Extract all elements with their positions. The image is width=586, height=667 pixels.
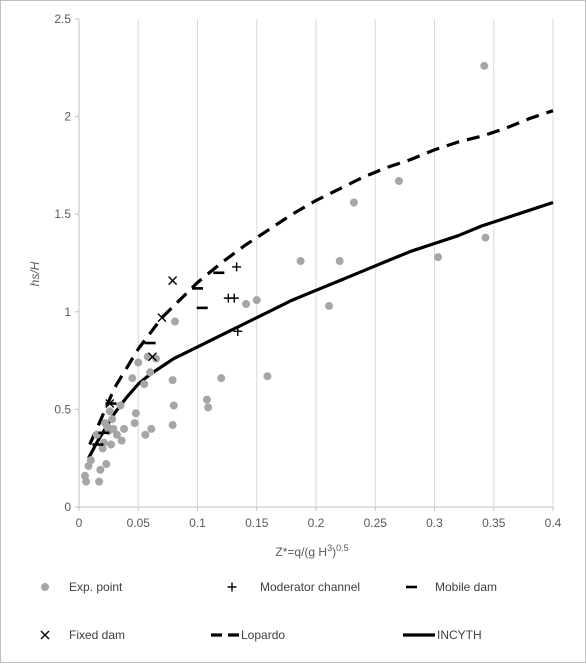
exp-point-marker [117,436,126,445]
legend-label: Moderator channel [260,580,360,594]
y-tick-label: 1 [64,305,71,319]
y-tick-label: 1.5 [54,207,71,221]
exp-point-marker [325,301,334,310]
legend-item-incyth: INCYTH [403,628,482,642]
exp-point-marker [252,296,261,305]
lopardo-curve [88,109,554,446]
exp-point-marker [140,380,149,389]
exp-point-marker [394,177,403,186]
exp-point-marker [105,407,114,416]
legend-item-fixed-dam: Fixed dam [40,628,125,642]
exp-point-marker [147,424,156,433]
exp-point-marker [296,257,305,266]
legend-item-lopardo: Lopardo [211,628,285,642]
moderator-channel-marker [232,262,242,272]
exp-point-marker [102,460,111,469]
exp-point-marker [169,401,178,410]
exp-point-marker [152,354,161,363]
exp-point-marker [131,409,140,418]
y-tick-label: 0.5 [54,402,71,416]
x-axis-title-tail: ) [332,545,336,559]
exp-point-marker [481,233,490,242]
exp-point-marker [434,253,443,262]
x-tick-label: 0.35 [482,516,506,530]
x-tick-label: 0.4 [545,516,562,530]
exp-point-marker [170,317,179,326]
exp-point-marker [130,419,139,428]
exp-point-marker [134,358,143,367]
exp-point-marker [108,415,117,424]
legend-label: Fixed dam [69,628,125,642]
exp-point-marker [116,401,125,410]
x-tick-labels: 0 0.05 0.1 0.15 0.2 0.25 0.3 0.35 0.4 [76,516,562,530]
fixed-dam-marker [168,276,178,286]
fixed-dam-marker [157,313,167,323]
x-tick-label: 0.3 [426,516,443,530]
y-axis-title: hs/H [28,261,42,286]
legend-marker-plus [227,582,237,592]
x-axis-title: Z*=q/(g H3)0.5 [275,543,348,559]
legend-item-exp-point: Exp. point [41,580,123,594]
data-markers [80,61,490,486]
exp-point-marker [82,477,91,486]
legend-label: INCYTH [437,628,482,642]
exp-point-marker [263,372,272,381]
exp-point-marker [204,403,213,412]
x-tick-label: 0 [76,516,83,530]
exp-point-marker [349,198,358,207]
y-tick-labels: 0 0.5 1 1.5 2 2.5 [54,12,71,514]
exp-point-marker [96,465,105,474]
x-tick-label: 0.15 [245,516,269,530]
y-tick-label: 0 [64,500,71,514]
x-axis-title-main: Z*=q/(g H [275,545,327,559]
exp-point-marker [242,299,251,308]
x-axis-title-exponent: 0.5 [336,543,349,553]
x-tick-label: 0.25 [364,516,388,530]
exp-point-marker [217,374,226,383]
exp-point-marker [146,368,155,377]
exp-point-marker [95,477,104,486]
exp-point-marker [202,395,211,404]
legend: Exp. point Moderator channel Mobile dam … [40,580,497,642]
moderator-channel-marker [233,326,243,336]
y-tick-label: 2 [64,110,71,124]
fixed-dam-marker [105,399,115,409]
legend-label: Lopardo [241,628,285,642]
exp-point-marker [106,440,115,449]
legend-label: Exp. point [69,580,123,594]
exp-point-marker [335,257,344,266]
exp-point-marker [112,430,121,439]
fixed-dam-marker [147,352,157,362]
gridlines [137,19,554,507]
exp-point-marker [128,374,137,383]
legend-label: Mobile dam [435,580,497,594]
x-tick-label: 0.05 [127,516,151,530]
exp-point-marker [86,456,95,465]
legend-item-mobile-dam: Mobile dam [406,580,497,594]
exp-point-marker [141,430,150,439]
legend-marker-x [40,630,50,640]
exp-point-marker [168,376,177,385]
curves [87,109,554,459]
legend-item-moderator-channel: Moderator channel [227,580,360,594]
x-tick-label: 0.2 [308,516,325,530]
legend-marker-circle [41,583,49,591]
y-tick-label: 2.5 [54,12,71,26]
exp-point-marker [168,421,177,430]
x-tick-label: 0.1 [189,516,206,530]
exp-point-marker [109,424,118,433]
exp-point-marker [480,61,489,70]
x-axis-title-superscript: 3 [327,543,332,553]
exp-point-marker [120,424,129,433]
axes [75,18,554,511]
moderator-channel-marker [229,293,239,303]
